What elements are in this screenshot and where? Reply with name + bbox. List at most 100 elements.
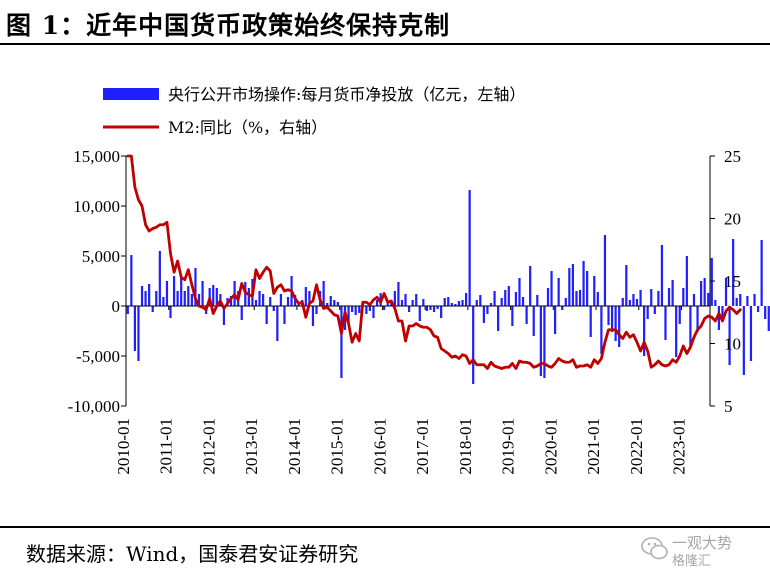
bar (322, 281, 325, 306)
bar (564, 298, 567, 306)
bar (358, 306, 361, 313)
watermark-line2: 格隆汇 (672, 554, 712, 569)
right-tick-label: 20 (724, 210, 741, 229)
legend-line-label: M2:同比（%，右轴） (168, 118, 327, 137)
bar (685, 256, 688, 306)
bar (137, 306, 140, 361)
chart: 央行公开市场操作:每月货币净投放（亿元，左轴） M2:同比（%，右轴） 15,00… (68, 85, 770, 475)
bar (411, 300, 414, 306)
bar (621, 298, 624, 306)
x-tick-label: 2018-01 (456, 418, 475, 475)
bar (144, 291, 147, 306)
bar (347, 306, 350, 322)
bar (557, 278, 560, 306)
bar (336, 302, 339, 306)
x-tick-label: 2015-01 (328, 418, 347, 475)
bar (165, 281, 169, 306)
x-tick-label: 2014-01 (285, 418, 304, 475)
bar (468, 190, 471, 306)
bar (710, 258, 713, 306)
bar (286, 297, 290, 306)
left-tick-label: 0 (112, 297, 121, 316)
bar (172, 276, 176, 306)
bar (365, 306, 368, 314)
bar (610, 306, 614, 332)
right-tick-label: 10 (724, 335, 741, 354)
bar (183, 291, 186, 306)
bar (368, 306, 372, 311)
legend-bar-label: 央行公开市场操作:每月货币净投放（亿元，左轴） (168, 85, 525, 104)
m2-line (126, 154, 742, 370)
bar (504, 290, 507, 306)
bar (130, 255, 133, 306)
bar (739, 294, 742, 306)
bar (375, 300, 379, 306)
bar (140, 286, 144, 306)
bar (272, 306, 275, 311)
bar (603, 235, 607, 306)
bar (418, 306, 421, 321)
right-tick-label: 5 (724, 397, 733, 416)
bar (724, 278, 728, 306)
bar (151, 306, 154, 312)
bar (746, 296, 749, 306)
bar (162, 297, 165, 306)
x-tick-label: 2020-01 (541, 418, 560, 475)
bar (276, 306, 279, 341)
bar (340, 306, 343, 378)
bar (489, 303, 493, 306)
left-tick-label: 15,000 (73, 147, 120, 166)
bar (657, 291, 660, 306)
bar (422, 299, 425, 306)
bar (618, 306, 621, 347)
bar (678, 306, 681, 324)
bar (386, 303, 389, 306)
bar (714, 300, 717, 306)
bar (507, 286, 510, 306)
bar (258, 291, 261, 306)
bar (329, 296, 332, 306)
bar (539, 306, 542, 376)
bar (397, 282, 400, 306)
bar (265, 306, 268, 324)
bar (660, 245, 664, 306)
watermark: 一观大势 格隆汇 (640, 530, 768, 569)
axes: 15,000 10,000 5,000 0 -5,000 -10,000 25 20 15 10 5… (68, 147, 741, 475)
bar (269, 297, 272, 306)
bar (753, 294, 756, 306)
bar (568, 268, 571, 306)
bar (479, 295, 482, 306)
bar (472, 306, 475, 384)
bar (187, 286, 190, 306)
left-tick-label: -5,000 (76, 347, 120, 366)
bar (632, 294, 635, 306)
bar (682, 288, 685, 306)
bar (148, 284, 151, 306)
bar (440, 306, 443, 318)
bar (543, 306, 546, 378)
bar (447, 297, 450, 306)
bar (197, 294, 201, 306)
bar (625, 265, 628, 306)
bar (550, 271, 553, 306)
bar (176, 291, 179, 306)
bar (593, 276, 596, 306)
bar (429, 306, 432, 310)
bar (529, 266, 532, 306)
left-tick-label: -10,000 (68, 397, 120, 416)
bar (717, 306, 721, 330)
bar (760, 240, 763, 306)
bar (158, 251, 161, 306)
bar (436, 306, 439, 309)
bar (732, 239, 735, 306)
source-note: 数据来源：Wind，国泰君安证券研究 (26, 542, 359, 566)
bar (400, 300, 404, 306)
bar (692, 294, 696, 306)
bar (721, 306, 724, 321)
bar (493, 291, 496, 306)
bar (767, 306, 770, 331)
x-tick-label: 2013-01 (242, 418, 261, 475)
bar (667, 288, 671, 306)
bar (497, 306, 500, 331)
bar (639, 290, 642, 306)
